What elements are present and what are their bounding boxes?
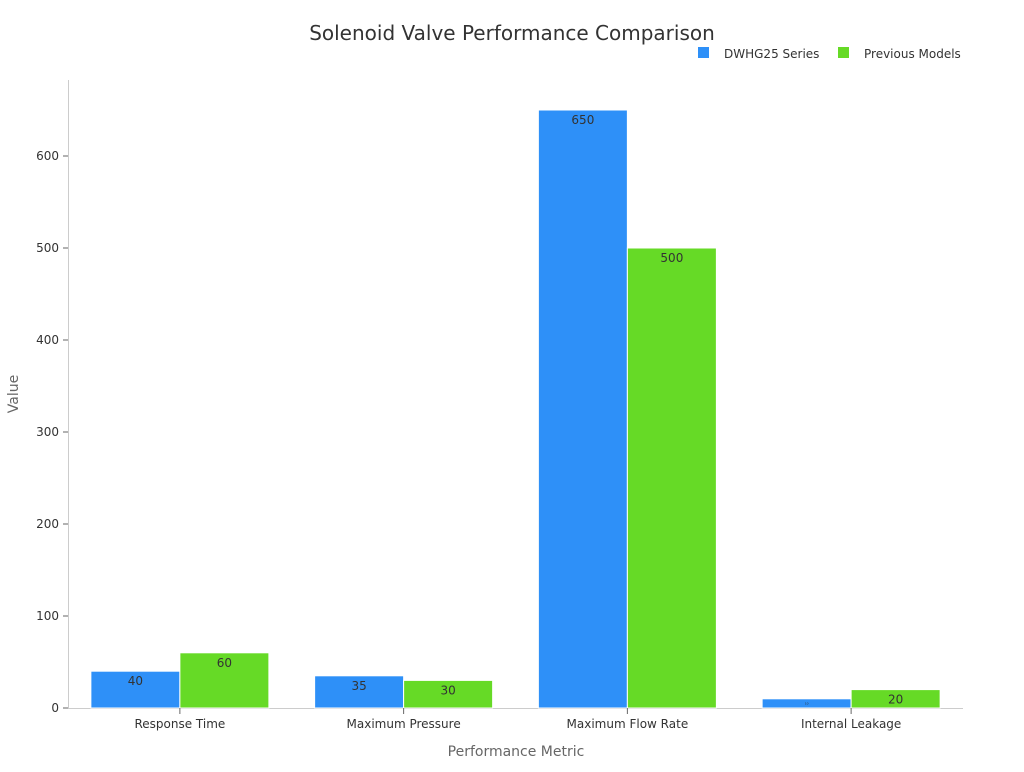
x-tick-label: Maximum Pressure — [347, 717, 461, 731]
legend-swatch — [698, 47, 709, 58]
y-tick-label: 300 — [36, 425, 59, 439]
x-tick-label: Internal Leakage — [801, 717, 901, 731]
y-tick-label: 0 — [51, 701, 59, 715]
bar-value-label: 60 — [217, 656, 232, 670]
bar-value-label: 30 — [440, 683, 455, 697]
y-tick-label: 400 — [36, 333, 59, 347]
bar[interactable] — [179, 652, 270, 709]
bar[interactable] — [850, 689, 941, 709]
bar[interactable] — [537, 109, 628, 709]
y-tick-label: 600 — [36, 149, 59, 163]
bars: 40 60 35 30 650 500 10 20 — [90, 109, 941, 709]
bar-value-label: 35 — [351, 679, 366, 693]
y-ticks: 0 100 200 300 400 500 600 — [36, 149, 68, 715]
bar-value-label: 10 — [805, 701, 809, 705]
legend-label: Previous Models — [864, 47, 961, 61]
bar[interactable] — [314, 675, 405, 709]
bar-value-label: 20 — [888, 693, 903, 707]
x-tick-label: Maximum Flow Rate — [567, 717, 689, 731]
x-ticks: Response Time Maximum Pressure Maximum Flo… — [134, 708, 901, 731]
y-axis-label: Value — [6, 375, 22, 413]
y-tick-label: 500 — [36, 241, 59, 255]
x-axis-label: Performance Metric — [448, 744, 585, 760]
x-tick-label: Response Time — [134, 717, 225, 731]
legend-label: DWHG25 Series — [724, 47, 819, 61]
bar[interactable] — [626, 247, 717, 709]
chart-title: Solenoid Valve Performance Comparison — [309, 21, 715, 45]
bar[interactable] — [403, 679, 494, 709]
legend: DWHG25 Series Previous Models — [698, 47, 961, 61]
bar-value-label: 500 — [660, 251, 683, 265]
y-tick-label: 100 — [36, 609, 59, 623]
bar-value-label: 650 — [571, 113, 594, 127]
legend-swatch — [838, 47, 849, 58]
bar-value-label: 40 — [128, 674, 143, 688]
y-tick-label: 200 — [36, 517, 59, 531]
